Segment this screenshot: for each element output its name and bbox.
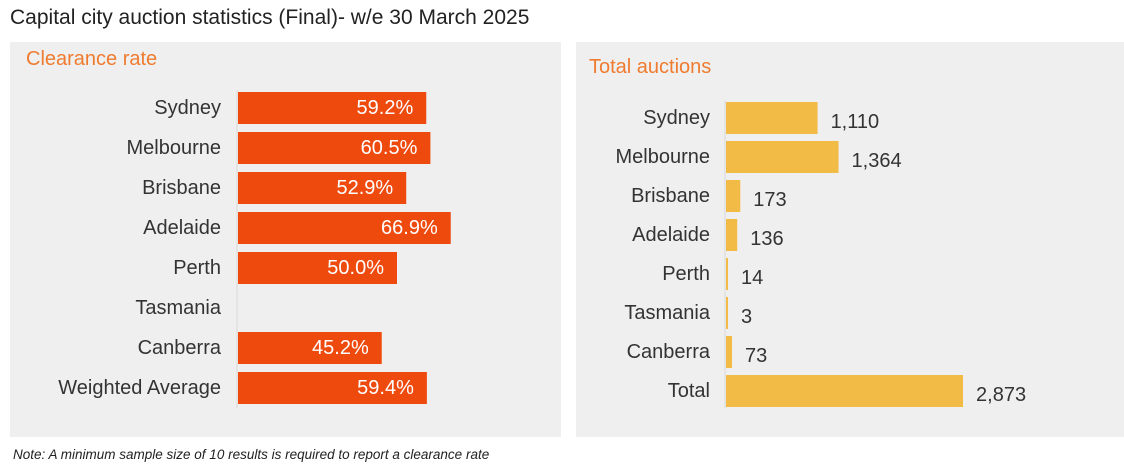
clearance-data-label: 52.9%: [337, 177, 394, 199]
auctions-data-label: 136: [750, 228, 783, 250]
auctions-data-label: 1,110: [831, 111, 880, 133]
auctions-data-label: 73: [745, 345, 767, 367]
auctions-category-label: Total: [668, 380, 710, 402]
clearance-bar: [238, 92, 427, 124]
auctions-bar: [726, 258, 728, 290]
auctions-category-label: Sydney: [643, 107, 710, 129]
clearance-rate-panel: Clearance rate Sydney 59.2% Melbourne 60.5%…: [10, 42, 561, 437]
auctions-category-label: Perth: [662, 263, 710, 285]
clearance-rate-title: Clearance rate: [26, 48, 158, 70]
total-auctions-title: Total auctions: [589, 56, 712, 78]
clearance-category-label: Brisbane: [142, 177, 221, 199]
auctions-category-label: Canberra: [627, 341, 711, 363]
footnote: Note: A minimum sample size of 10 result…: [13, 447, 490, 462]
auctions-bar: [726, 102, 818, 134]
auctions-data-label: 2,873: [976, 384, 1026, 406]
auctions-data-label: 14: [741, 267, 763, 289]
clearance-category-label: Weighted Average: [58, 377, 221, 399]
auctions-bar: [726, 297, 728, 329]
auctions-bar: [726, 336, 733, 368]
auctions-data-label: 1,364: [852, 150, 902, 172]
clearance-bar: [238, 332, 382, 364]
total-auctions-panel: Total auctions Sydney 1,110 Melbourne 1,364…: [576, 42, 1124, 437]
auctions-category-label: Tasmania: [624, 302, 710, 324]
clearance-data-label: 59.2%: [357, 97, 414, 119]
clearance-category-label: Melbourne: [126, 137, 221, 159]
auctions-category-label: Brisbane: [631, 185, 710, 207]
clearance-bar: [238, 252, 397, 284]
auctions-data-label: 173: [753, 189, 786, 211]
auctions-bar: [726, 180, 741, 212]
auctions-category-label: Adelaide: [632, 224, 710, 246]
clearance-category-label: Perth: [173, 257, 221, 279]
clearance-category-label: Sydney: [154, 97, 221, 119]
clearance-data-label: 45.2%: [312, 337, 369, 359]
clearance-rate-chart: Sydney 59.2% Melbourne 60.5% Brisbane 52.9% Ad…: [58, 90, 451, 408]
total-auctions-chart: Sydney 1,110 Melbourne 1,364 Brisbane 173 Adel…: [615, 100, 1026, 408]
clearance-data-label: 50.0%: [327, 257, 384, 279]
clearance-bar: [238, 212, 451, 244]
auctions-bar: [726, 219, 738, 251]
chart-title: Capital city auction statistics (Final)-…: [10, 6, 530, 29]
auctions-data-label: 3: [741, 306, 752, 328]
clearance-bar: [238, 132, 431, 164]
auctions-bar: [726, 375, 964, 407]
clearance-bar: [238, 372, 427, 404]
auctions-category-label: Melbourne: [615, 146, 710, 168]
clearance-data-label: 59.4%: [357, 377, 414, 399]
clearance-bar: [238, 172, 407, 204]
clearance-data-label: 66.9%: [381, 217, 438, 239]
clearance-data-label: 60.5%: [361, 137, 418, 159]
clearance-category-label: Tasmania: [135, 297, 221, 319]
clearance-category-label: Adelaide: [143, 217, 221, 239]
clearance-category-label: Canberra: [138, 337, 222, 359]
auctions-bar: [726, 141, 839, 173]
